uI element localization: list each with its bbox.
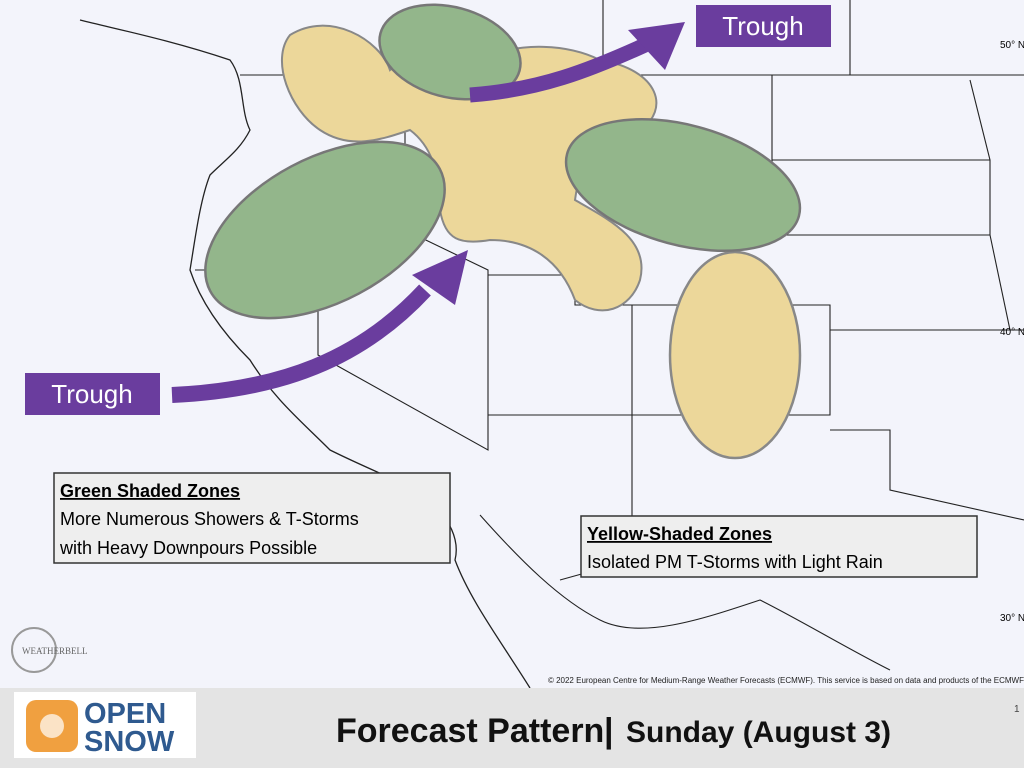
latitude-label: 40° N xyxy=(1000,327,1024,338)
green-zone xyxy=(204,140,446,320)
arrows xyxy=(171,22,685,403)
logo-text: SNOW xyxy=(84,726,175,758)
latitude-label: 50° N xyxy=(1000,40,1024,51)
green-zone xyxy=(378,3,522,101)
trough-label: Trough xyxy=(722,11,803,41)
trough-arrow xyxy=(469,38,649,103)
legend-box xyxy=(53,472,451,564)
yellow-zone xyxy=(668,250,802,460)
legend-title: Yellow-Shaded Zones xyxy=(587,524,772,544)
legend-text: Isolated PM T-Storms with Light Rain xyxy=(587,552,883,572)
arrow-head xyxy=(628,22,685,70)
watermark-logo xyxy=(11,627,57,673)
latitude-label: 30° N xyxy=(1000,613,1024,624)
label-box xyxy=(25,373,160,415)
trough-label: Trough xyxy=(51,379,132,409)
legend-text: More Numerous Showers & T-Storms xyxy=(60,509,359,529)
copyright: © 2022 European Centre for Medium-Range … xyxy=(548,676,1024,685)
logo-text: OPEN xyxy=(84,698,166,730)
logo-mark xyxy=(40,714,64,738)
legend-title: Green Shaded Zones xyxy=(60,481,240,501)
legend-text: with Heavy Downpours Possible xyxy=(59,538,317,558)
legend-box xyxy=(580,515,978,578)
label-box xyxy=(696,5,831,47)
footer-separator: | xyxy=(604,712,614,750)
page-number: 1 xyxy=(1014,704,1020,715)
zones xyxy=(204,3,802,460)
green-zone xyxy=(564,117,802,253)
watermark: WEATHERBELL xyxy=(22,646,88,656)
trough-arrow xyxy=(171,284,431,403)
footer-subtitle: Sunday (August 3) xyxy=(626,716,891,749)
footer-title: Forecast Pattern xyxy=(336,712,604,750)
arrow-head xyxy=(412,250,468,305)
